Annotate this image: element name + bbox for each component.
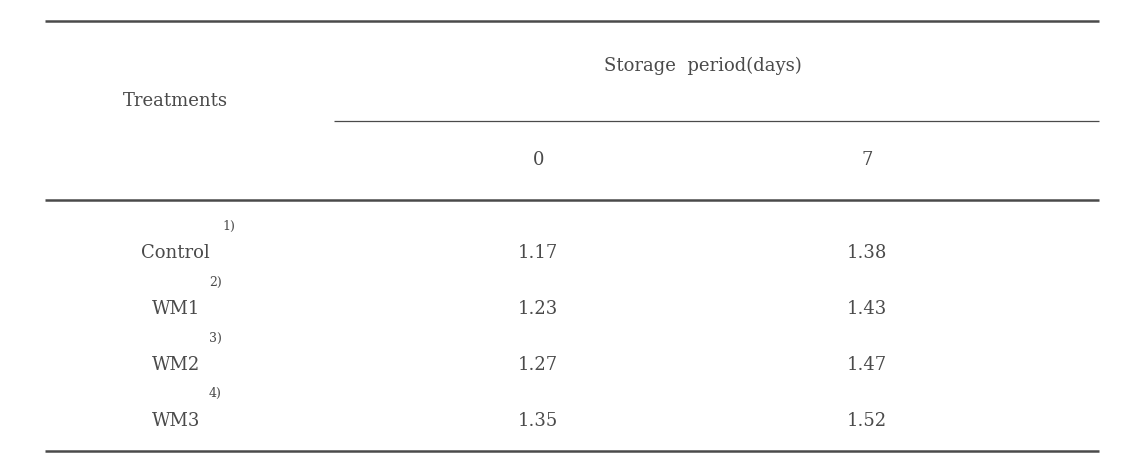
Text: 1.23: 1.23 [518, 300, 559, 318]
Text: 1.17: 1.17 [518, 245, 559, 262]
Text: 1.52: 1.52 [846, 412, 887, 430]
Text: 1.38: 1.38 [846, 245, 887, 262]
Text: Storage  period(days): Storage period(days) [604, 57, 801, 75]
Text: 4): 4) [210, 387, 222, 400]
Text: 1.47: 1.47 [846, 356, 887, 374]
Text: WM3: WM3 [152, 412, 199, 430]
Text: WM1: WM1 [152, 300, 199, 318]
Text: 1.35: 1.35 [518, 412, 559, 430]
Text: 1): 1) [222, 220, 236, 233]
Text: 1.27: 1.27 [518, 356, 559, 374]
Text: WM2: WM2 [152, 356, 199, 374]
Text: Control: Control [142, 245, 210, 262]
Text: Treatments: Treatments [123, 92, 228, 110]
Text: 7: 7 [861, 152, 872, 169]
Text: 1.43: 1.43 [846, 300, 887, 318]
Text: 0: 0 [533, 152, 544, 169]
Text: 2): 2) [210, 276, 222, 289]
Text: 3): 3) [208, 332, 222, 345]
